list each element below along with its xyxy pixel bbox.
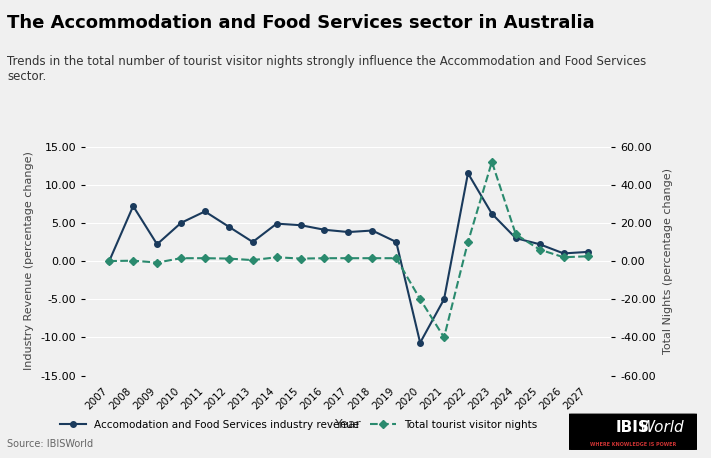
Text: WHERE KNOWLEDGE IS POWER: WHERE KNOWLEDGE IS POWER <box>589 442 676 447</box>
Text: IBIS: IBIS <box>616 420 650 436</box>
Legend: Accomodation and Food Services industry revenue, Total tourist visitor nights: Accomodation and Food Services industry … <box>55 416 542 435</box>
Text: Source: IBISWorld: Source: IBISWorld <box>7 439 93 449</box>
Text: Trends in the total number of tourist visitor nights strongly influence the Acco: Trends in the total number of tourist vi… <box>7 55 646 83</box>
Y-axis label: Total Nights (percentage change): Total Nights (percentage change) <box>663 168 673 354</box>
Text: The Accommodation and Food Services sector in Australia: The Accommodation and Food Services sect… <box>7 14 594 32</box>
Text: World: World <box>640 420 685 436</box>
Y-axis label: Industry Revenue (percentage change): Industry Revenue (percentage change) <box>23 152 33 371</box>
X-axis label: Year: Year <box>335 418 362 431</box>
FancyBboxPatch shape <box>565 414 700 449</box>
